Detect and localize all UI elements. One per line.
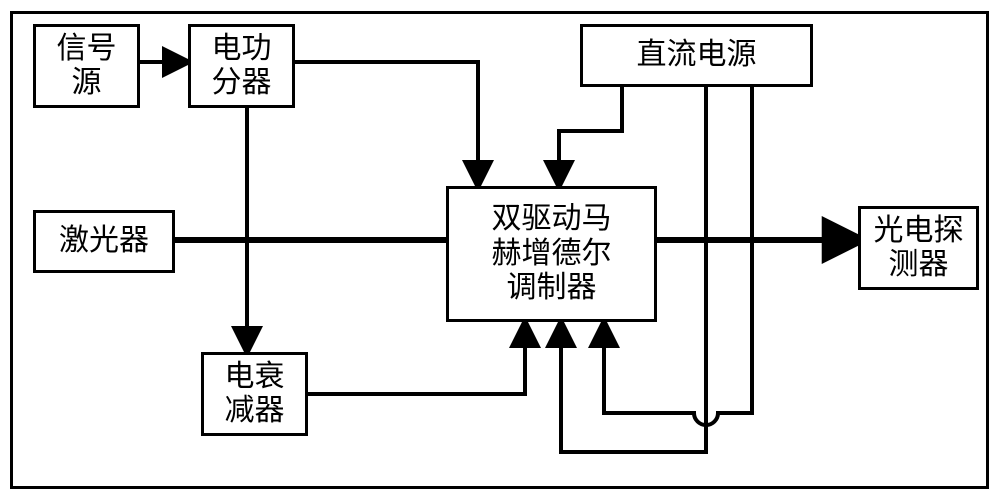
modulator-label: 双驱动马赫增德尔调制器 xyxy=(492,202,612,306)
laser-box: 激光器 xyxy=(33,210,175,273)
attenuator-label: 电衰减器 xyxy=(225,360,285,429)
laser-label: 激光器 xyxy=(59,224,149,259)
power-divider-label: 电功分器 xyxy=(212,32,272,101)
modulator-box: 双驱动马赫增德尔调制器 xyxy=(446,186,657,322)
dc-power-box: 直流电源 xyxy=(580,24,813,87)
attenuator-box: 电衰减器 xyxy=(201,352,308,436)
dc-power-label: 直流电源 xyxy=(637,38,757,73)
power-divider-box: 电功分器 xyxy=(188,24,295,108)
photodetector-box: 光电探测器 xyxy=(858,206,979,290)
signal-source-label: 信号源 xyxy=(57,32,117,101)
signal-source-box: 信号源 xyxy=(33,24,140,108)
photodetector-label: 光电探测器 xyxy=(874,214,964,283)
